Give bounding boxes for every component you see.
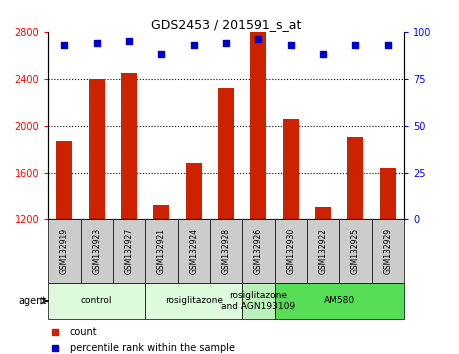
Bar [80,219,113,283]
Bar [315,207,331,219]
Text: GSM132928: GSM132928 [222,228,230,274]
Bar [218,88,234,219]
Bar [48,219,80,283]
Bar [121,73,137,219]
Bar [242,219,274,283]
Point [384,42,392,48]
Bar [113,219,145,283]
Bar [380,168,396,219]
Text: rosiglitazone: rosiglitazone [165,296,223,306]
Bar [250,29,267,219]
Bar [274,283,404,319]
Bar [56,141,73,219]
Text: GSM132923: GSM132923 [92,228,101,274]
Point [255,36,262,42]
Text: percentile rank within the sample: percentile rank within the sample [70,343,235,353]
Point [319,52,327,57]
Bar [274,219,307,283]
Point [93,40,101,46]
Bar [153,205,169,219]
Point [287,42,294,48]
Text: rosiglitazone
and AGN193109: rosiglitazone and AGN193109 [221,291,296,310]
Text: GSM132921: GSM132921 [157,228,166,274]
Text: count: count [70,327,97,337]
Bar [307,219,339,283]
Bar [185,163,202,219]
Point [190,42,197,48]
Text: GSM132925: GSM132925 [351,228,360,274]
Point [125,38,133,44]
Bar [178,219,210,283]
Text: GSM132927: GSM132927 [124,228,134,274]
Text: GSM132929: GSM132929 [383,228,392,274]
Point [158,52,165,57]
Title: GDS2453 / 201591_s_at: GDS2453 / 201591_s_at [151,18,301,31]
Text: GSM132930: GSM132930 [286,228,295,274]
Text: agent: agent [18,296,46,306]
Bar [89,79,105,219]
Point [223,40,230,46]
Bar [48,283,145,319]
Bar [145,283,242,319]
Bar [372,219,404,283]
Text: control: control [81,296,112,306]
Point [352,42,359,48]
Text: GSM132926: GSM132926 [254,228,263,274]
Bar [145,219,178,283]
Bar [347,137,364,219]
Bar [339,219,372,283]
Bar [242,283,274,319]
Point [61,42,68,48]
Bar [283,119,299,219]
Bar [210,219,242,283]
Text: AM580: AM580 [324,296,355,306]
Text: GSM132922: GSM132922 [319,228,328,274]
Text: GSM132919: GSM132919 [60,228,69,274]
Text: GSM132924: GSM132924 [189,228,198,274]
